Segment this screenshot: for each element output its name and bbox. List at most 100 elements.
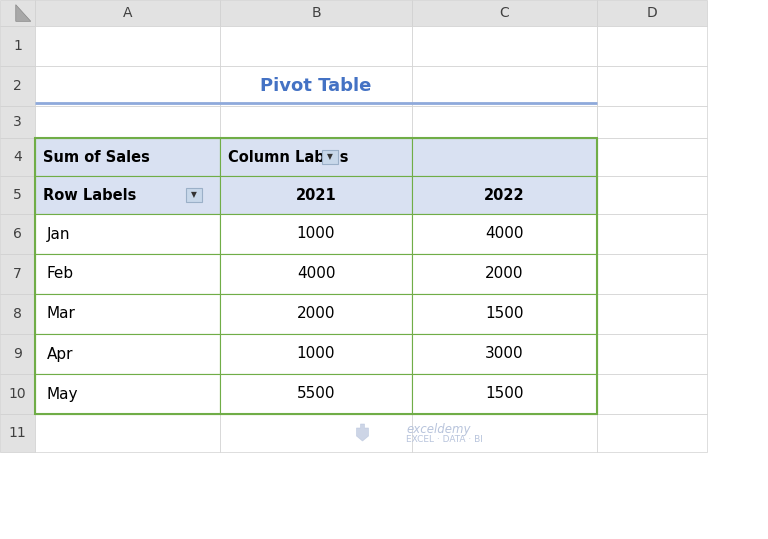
Bar — [35, 294, 220, 334]
Bar — [220, 254, 412, 294]
Bar — [35, 294, 220, 334]
Text: Row Labels: Row Labels — [43, 188, 137, 203]
Text: B: B — [311, 6, 321, 20]
Bar — [220, 138, 412, 176]
Text: Mar: Mar — [47, 307, 76, 321]
Bar — [597, 176, 707, 214]
Bar — [0, 254, 35, 294]
Bar — [35, 254, 220, 294]
Text: 2: 2 — [13, 79, 22, 93]
Text: 3: 3 — [13, 115, 22, 129]
Bar — [0, 0, 35, 26]
Bar — [412, 138, 597, 176]
Bar — [412, 176, 597, 214]
Bar — [220, 414, 412, 452]
Bar — [220, 214, 412, 254]
Bar — [35, 0, 220, 26]
Bar — [597, 294, 707, 334]
Text: 4000: 4000 — [296, 266, 336, 281]
Bar — [412, 254, 597, 294]
Bar — [35, 414, 220, 452]
Text: Sum of Sales: Sum of Sales — [43, 149, 150, 164]
Bar — [220, 138, 412, 176]
Bar — [220, 294, 412, 334]
Bar — [597, 106, 707, 138]
Text: 7: 7 — [13, 267, 22, 281]
Text: 5: 5 — [13, 188, 22, 202]
Polygon shape — [16, 5, 31, 22]
Text: May: May — [47, 386, 78, 402]
Bar — [412, 214, 597, 254]
Text: 11: 11 — [8, 426, 26, 440]
Bar — [35, 138, 597, 414]
Text: 4000: 4000 — [485, 226, 524, 241]
Bar — [35, 334, 220, 374]
Bar — [0, 176, 35, 214]
Text: Feb: Feb — [47, 266, 74, 281]
Polygon shape — [356, 424, 369, 441]
Bar — [35, 138, 220, 176]
Bar — [220, 66, 412, 106]
Bar — [322, 150, 338, 164]
Bar — [412, 66, 597, 106]
Text: 2022: 2022 — [484, 188, 525, 203]
Bar — [186, 188, 202, 202]
Bar — [220, 254, 412, 294]
Bar — [412, 26, 597, 66]
Bar — [0, 214, 35, 254]
Text: ▼: ▼ — [191, 190, 197, 199]
Bar — [0, 374, 35, 414]
Bar — [412, 334, 597, 374]
Bar — [0, 414, 35, 452]
Bar — [0, 26, 35, 66]
Bar — [597, 214, 707, 254]
Text: 1: 1 — [13, 39, 22, 53]
Text: exceldemy: exceldemy — [406, 423, 471, 436]
Bar — [597, 414, 707, 452]
Bar — [220, 334, 412, 374]
Bar — [220, 0, 412, 26]
Bar — [597, 254, 707, 294]
Text: Apr: Apr — [47, 347, 74, 362]
Bar — [35, 106, 220, 138]
Bar — [35, 66, 220, 106]
Bar — [220, 176, 412, 214]
Bar — [35, 254, 220, 294]
Bar — [412, 334, 597, 374]
Bar — [220, 374, 412, 414]
Bar — [35, 176, 220, 214]
Text: EXCEL · DATA · BI: EXCEL · DATA · BI — [406, 436, 483, 445]
Bar — [35, 138, 220, 176]
Bar — [220, 106, 412, 138]
Text: 3000: 3000 — [485, 347, 524, 362]
Text: 1500: 1500 — [485, 386, 524, 402]
Bar — [220, 26, 412, 66]
Bar — [412, 254, 597, 294]
Text: Jan: Jan — [47, 226, 71, 241]
Bar — [0, 294, 35, 334]
Bar — [597, 0, 707, 26]
Bar — [412, 294, 597, 334]
Text: 9: 9 — [13, 347, 22, 361]
Bar — [412, 414, 597, 452]
Text: A: A — [123, 6, 132, 20]
Bar — [0, 66, 35, 106]
Bar — [597, 138, 707, 176]
Bar — [0, 138, 35, 176]
Bar — [412, 106, 597, 138]
Bar — [412, 374, 597, 414]
Bar — [35, 334, 220, 374]
Bar — [0, 334, 35, 374]
Bar — [597, 374, 707, 414]
Text: 2021: 2021 — [296, 188, 336, 203]
Text: Pivot Table: Pivot Table — [260, 77, 372, 95]
Bar — [0, 106, 35, 138]
Bar — [220, 334, 412, 374]
Bar — [412, 176, 597, 214]
Text: C: C — [500, 6, 509, 20]
Bar — [35, 374, 220, 414]
Text: Column Labels: Column Labels — [228, 149, 349, 164]
Text: 5500: 5500 — [296, 386, 336, 402]
Text: 1000: 1000 — [296, 347, 336, 362]
Text: 10: 10 — [8, 387, 26, 401]
